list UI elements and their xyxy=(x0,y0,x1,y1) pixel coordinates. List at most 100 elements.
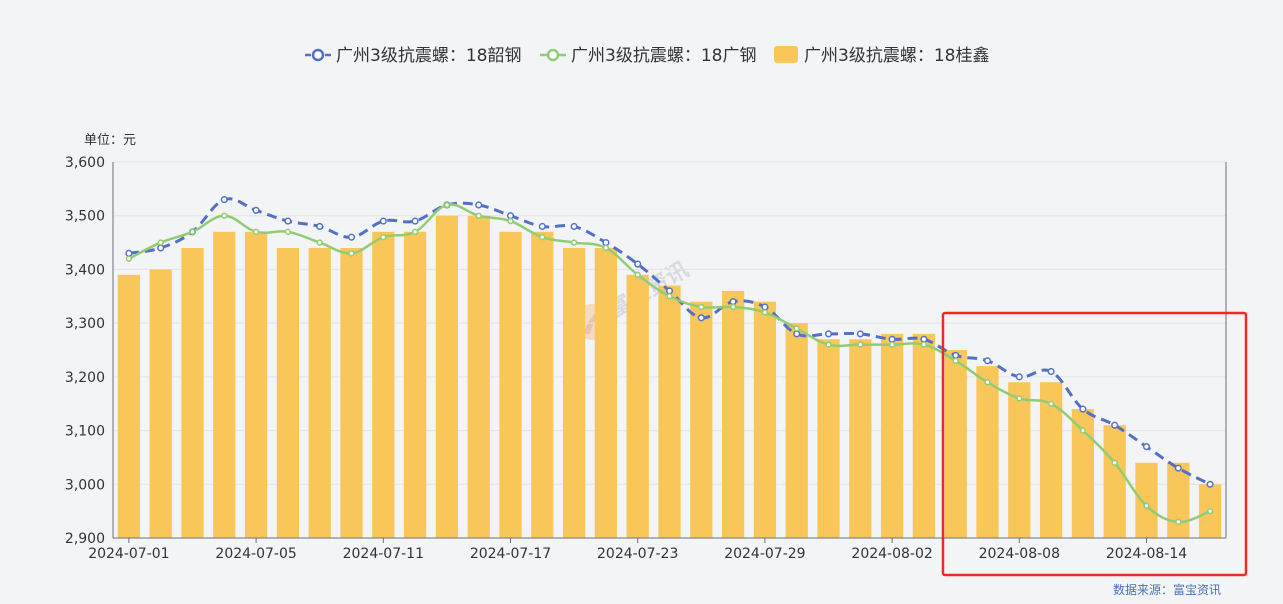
bar-guixin[interactable] xyxy=(976,366,999,538)
bar-guixin[interactable] xyxy=(308,247,331,538)
data-point[interactable] xyxy=(983,357,992,365)
bar-guixin[interactable] xyxy=(753,301,777,538)
data-point[interactable] xyxy=(1079,405,1087,413)
bar-guixin[interactable] xyxy=(1039,382,1063,538)
bar-guixin[interactable] xyxy=(499,231,522,539)
data-point[interactable] xyxy=(1206,480,1214,488)
data-point[interactable] xyxy=(539,234,546,241)
data-point[interactable] xyxy=(220,196,228,204)
bar-guixin[interactable] xyxy=(181,247,204,538)
data-point[interactable] xyxy=(1111,421,1119,429)
data-point[interactable] xyxy=(1016,395,1023,402)
data-point[interactable] xyxy=(1143,502,1150,509)
data-point[interactable] xyxy=(920,335,928,343)
bar-guixin[interactable] xyxy=(467,215,490,538)
data-point[interactable] xyxy=(1206,507,1214,515)
data-point[interactable] xyxy=(729,303,737,311)
data-point[interactable] xyxy=(379,217,387,225)
bar-guixin[interactable] xyxy=(1008,382,1031,538)
bar-guixin[interactable] xyxy=(340,247,363,538)
data-point[interactable] xyxy=(475,212,482,219)
bar-guixin[interactable] xyxy=(1071,409,1095,538)
bar-guixin[interactable] xyxy=(117,274,141,538)
data-point[interactable] xyxy=(316,239,323,246)
bar-guixin[interactable] xyxy=(213,231,236,539)
data-point[interactable] xyxy=(1142,443,1151,451)
data-point[interactable] xyxy=(920,341,928,348)
data-point[interactable] xyxy=(825,341,832,348)
data-point[interactable] xyxy=(666,293,673,300)
bar-guixin[interactable] xyxy=(880,333,904,538)
bar-guixin[interactable] xyxy=(849,339,872,538)
bar-guixin[interactable] xyxy=(372,231,395,539)
bar-guixin[interactable] xyxy=(403,231,427,539)
bar-guixin[interactable] xyxy=(690,301,713,538)
data-point[interactable] xyxy=(411,217,419,225)
data-point[interactable] xyxy=(157,239,164,246)
data-point[interactable] xyxy=(952,357,959,364)
bar-guixin[interactable] xyxy=(785,323,808,538)
bar-guixin[interactable] xyxy=(1135,462,1158,538)
data-point[interactable] xyxy=(125,249,133,257)
legend-item-shaogang[interactable]: 广州3级抗震螺：18韶钢 xyxy=(305,46,521,66)
data-point[interactable] xyxy=(443,201,451,209)
data-point[interactable] xyxy=(1175,518,1182,526)
data-point[interactable] xyxy=(284,228,292,235)
data-point[interactable] xyxy=(697,314,705,322)
data-point[interactable] xyxy=(761,303,769,311)
data-point[interactable] xyxy=(538,222,546,231)
data-point[interactable] xyxy=(761,309,769,316)
bar-guixin[interactable] xyxy=(149,269,172,538)
bar-guixin[interactable] xyxy=(531,231,554,539)
data-point[interactable] xyxy=(1174,464,1182,472)
data-point[interactable] xyxy=(952,351,960,359)
data-point[interactable] xyxy=(888,341,896,348)
data-point[interactable] xyxy=(125,255,133,262)
data-point[interactable] xyxy=(411,228,419,235)
data-point[interactable] xyxy=(984,379,991,386)
bar-guixin[interactable] xyxy=(435,215,459,538)
data-point[interactable] xyxy=(570,222,578,231)
data-point[interactable] xyxy=(698,303,705,311)
data-point[interactable] xyxy=(316,222,324,231)
data-point[interactable] xyxy=(824,330,833,338)
bar-guixin[interactable] xyxy=(276,247,300,538)
data-point[interactable] xyxy=(475,201,483,209)
data-point[interactable] xyxy=(284,217,292,225)
bar-guixin[interactable] xyxy=(944,350,967,538)
data-point[interactable] xyxy=(729,298,737,306)
data-point[interactable] xyxy=(1047,400,1055,407)
data-point[interactable] xyxy=(1047,367,1055,376)
bar-guixin[interactable] xyxy=(244,231,268,539)
data-point[interactable] xyxy=(1015,373,1023,381)
bar-guixin[interactable] xyxy=(817,339,840,538)
data-point[interactable] xyxy=(506,212,515,220)
legend-item-guanggang[interactable]: 广州3级抗震螺：18广钢 xyxy=(540,46,756,66)
data-point[interactable] xyxy=(665,287,674,295)
data-point[interactable] xyxy=(634,271,641,278)
data-point[interactable] xyxy=(507,217,514,225)
legend-item-guixin[interactable]: 广州3级抗震螺：18桂鑫 xyxy=(774,46,989,66)
bar-guixin[interactable] xyxy=(626,274,649,538)
data-point[interactable] xyxy=(602,244,610,252)
data-point[interactable] xyxy=(348,250,355,257)
data-point[interactable] xyxy=(347,233,356,241)
data-point[interactable] xyxy=(793,325,800,332)
data-point[interactable] xyxy=(1079,427,1087,434)
data-point[interactable] xyxy=(856,330,864,338)
data-point[interactable] xyxy=(380,234,387,241)
data-point[interactable] xyxy=(157,244,165,252)
data-point[interactable] xyxy=(252,206,260,214)
data-point[interactable] xyxy=(888,335,896,343)
data-point[interactable] xyxy=(602,239,610,247)
bar-guixin[interactable] xyxy=(1103,425,1126,538)
data-point[interactable] xyxy=(1111,459,1118,466)
bar-guixin[interactable] xyxy=(658,285,681,538)
data-point[interactable] xyxy=(570,239,578,246)
data-point[interactable] xyxy=(793,330,801,338)
data-point[interactable] xyxy=(857,341,864,348)
bar-guixin[interactable] xyxy=(594,247,618,538)
data-point[interactable] xyxy=(221,212,228,219)
bar-guixin[interactable] xyxy=(1167,462,1190,538)
data-point[interactable] xyxy=(252,228,260,235)
